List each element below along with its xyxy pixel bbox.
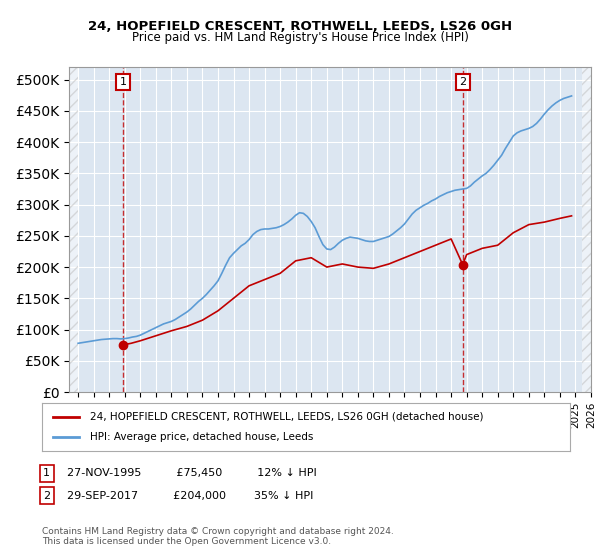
Text: 1: 1 (43, 468, 50, 478)
Bar (69, 67, 78, 392)
Bar (582, 67, 591, 392)
Text: 2: 2 (459, 77, 466, 87)
Text: HPI: Average price, detached house, Leeds: HPI: Average price, detached house, Leed… (89, 432, 313, 442)
Text: 27-NOV-1995          £75,450          12% ↓ HPI: 27-NOV-1995 £75,450 12% ↓ HPI (60, 468, 317, 478)
Text: Contains HM Land Registry data © Crown copyright and database right 2024.
This d: Contains HM Land Registry data © Crown c… (42, 526, 394, 546)
Text: 1: 1 (120, 77, 127, 87)
Text: 29-SEP-2017          £204,000        35% ↓ HPI: 29-SEP-2017 £204,000 35% ↓ HPI (60, 491, 313, 501)
Text: 24, HOPEFIELD CRESCENT, ROTHWELL, LEEDS, LS26 0GH (detached house): 24, HOPEFIELD CRESCENT, ROTHWELL, LEEDS,… (89, 412, 483, 422)
Text: 24, HOPEFIELD CRESCENT, ROTHWELL, LEEDS, LS26 0GH: 24, HOPEFIELD CRESCENT, ROTHWELL, LEEDS,… (88, 20, 512, 32)
Text: 2: 2 (43, 491, 50, 501)
Text: Price paid vs. HM Land Registry's House Price Index (HPI): Price paid vs. HM Land Registry's House … (131, 31, 469, 44)
